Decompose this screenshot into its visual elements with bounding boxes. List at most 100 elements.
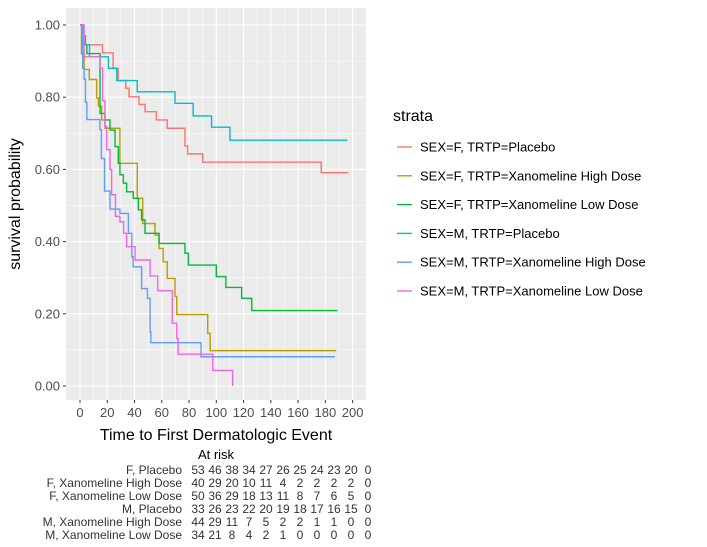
risk-value: 4 <box>246 528 253 542</box>
risk-value: 19 <box>276 502 290 516</box>
legend-label-5: SEX=M, TRTP=Xanomeline High Dose <box>420 255 646 270</box>
risk-value: 0 <box>365 528 372 542</box>
risk-value: 7 <box>246 515 253 529</box>
y-tick-label: 0.60 <box>35 162 60 177</box>
risk-value: 4 <box>280 476 287 490</box>
x-tick-label: 100 <box>205 405 227 420</box>
risk-value: 20 <box>344 463 358 477</box>
risk-value: 0 <box>331 528 338 542</box>
risk-value: 1 <box>280 528 287 542</box>
risk-value: 18 <box>293 502 307 516</box>
risk-value: 0 <box>348 515 355 529</box>
legend-label-2: SEX=F, TRTP=Xanomeline High Dose <box>420 168 641 183</box>
risk-value: 26 <box>276 463 290 477</box>
risk-value: 46 <box>208 463 222 477</box>
risk-value: 0 <box>348 528 355 542</box>
risk-value: 6 <box>331 489 338 503</box>
risk-table-title: At risk <box>198 447 235 462</box>
risk-value: 44 <box>191 515 205 529</box>
risk-value: 5 <box>348 489 355 503</box>
risk-value: 2 <box>297 476 304 490</box>
y-tick-label: 0.80 <box>35 90 60 105</box>
risk-value: 33 <box>191 502 205 516</box>
x-axis-title: Time to First Dermatologic Event <box>100 427 333 444</box>
risk-value: 2 <box>348 476 355 490</box>
risk-row-label: F, Xanomeline High Dose <box>47 476 183 490</box>
risk-value: 0 <box>297 528 304 542</box>
y-tick-label: 1.00 <box>35 18 60 33</box>
x-tick-label: 40 <box>127 405 141 420</box>
risk-value: 10 <box>242 476 256 490</box>
risk-value: 0 <box>365 476 372 490</box>
risk-value: 23 <box>225 502 239 516</box>
risk-row-label: F, Placebo <box>126 463 182 477</box>
risk-value: 20 <box>225 476 239 490</box>
y-tick-label: 0.20 <box>35 306 60 321</box>
survival-curve-6 <box>80 24 234 386</box>
risk-value: 0 <box>365 489 372 503</box>
risk-value: 26 <box>208 502 222 516</box>
risk-value: 34 <box>242 463 256 477</box>
y-axis-title: survival probability <box>7 138 24 270</box>
risk-value: 1 <box>331 515 338 529</box>
risk-value: 8 <box>297 489 304 503</box>
survival-curve-2 <box>80 24 337 352</box>
risk-row-label: M, Xanomeline High Dose <box>43 515 183 529</box>
risk-value: 8 <box>229 528 236 542</box>
x-tick-label: 0 <box>76 405 83 420</box>
risk-value: 38 <box>225 463 239 477</box>
risk-value: 50 <box>191 489 205 503</box>
y-tick-label: 0.00 <box>35 379 60 394</box>
risk-value: 24 <box>310 463 324 477</box>
x-tick-label: 60 <box>155 405 169 420</box>
risk-value: 29 <box>225 489 239 503</box>
legend-label-6: SEX=M, TRTP=Xanomeline Low Dose <box>420 284 643 299</box>
risk-value: 34 <box>191 528 205 542</box>
x-tick-label: 20 <box>100 405 114 420</box>
x-tick-label: 160 <box>287 405 309 420</box>
risk-value: 40 <box>191 476 205 490</box>
risk-value: 25 <box>293 463 307 477</box>
risk-value: 16 <box>327 502 341 516</box>
risk-value: 2 <box>314 476 321 490</box>
risk-value: 29 <box>208 476 222 490</box>
risk-value: 11 <box>226 515 239 529</box>
risk-value: 2 <box>331 476 338 490</box>
legend-label-4: SEX=M, TRTP=Placebo <box>420 226 560 241</box>
risk-value: 15 <box>344 502 358 516</box>
risk-value: 0 <box>365 515 372 529</box>
risk-value: 0 <box>365 463 372 477</box>
survival-curve-4 <box>80 24 348 141</box>
risk-value: 36 <box>208 489 222 503</box>
survival-curve-1 <box>80 24 349 174</box>
risk-value: 0 <box>314 528 321 542</box>
risk-value: 18 <box>242 489 256 503</box>
legend: strata SEX=F, TRTP=Placebo SEX=F, TRTP=Xa… <box>393 108 646 299</box>
risk-value: 7 <box>314 489 321 503</box>
risk-row-label: M, Xanomeline Low Dose <box>45 528 182 542</box>
x-tick-label: 80 <box>182 405 196 420</box>
legend-title: strata <box>393 108 433 125</box>
risk-value: 21 <box>208 528 222 542</box>
risk-table: At risk F, Placebo 53 46 38 34 27 26 25 24 23 20 0F… <box>43 447 372 542</box>
legend-label-1: SEX=F, TRTP=Placebo <box>420 140 555 155</box>
risk-value: 2 <box>263 528 270 542</box>
x-tick-label: 140 <box>260 405 282 420</box>
survival-curve-5 <box>80 24 335 358</box>
x-tick-label: 200 <box>342 405 364 420</box>
risk-value: 23 <box>327 463 341 477</box>
risk-value: 17 <box>310 502 324 516</box>
risk-value: 13 <box>259 489 273 503</box>
risk-row-label: M, Placebo <box>122 502 182 516</box>
risk-value: 1 <box>314 515 321 529</box>
y-tick-label: 0.40 <box>35 234 60 249</box>
risk-value: 0 <box>365 502 372 516</box>
risk-value: 2 <box>280 515 287 529</box>
risk-row-label: F, Xanomeline Low Dose <box>49 489 182 503</box>
risk-value: 27 <box>259 463 273 477</box>
risk-value: 11 <box>260 476 273 490</box>
risk-value: 29 <box>208 515 222 529</box>
risk-value: 11 <box>277 489 290 503</box>
risk-value: 22 <box>242 502 256 516</box>
